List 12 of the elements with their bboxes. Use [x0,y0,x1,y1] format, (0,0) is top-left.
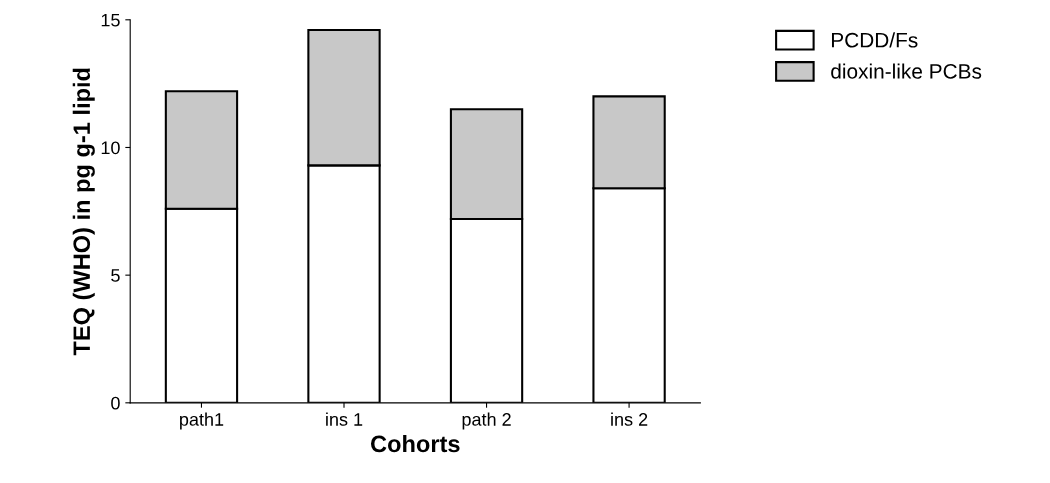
y-axis-title: TEQ (WHO) in pg g-1 lipid [72,68,95,356]
x-tick-label: ins 1 [326,412,363,426]
legend-label: dioxin-like PCBs [831,63,982,79]
x-tick-label: path1 [180,412,224,430]
y-tick-label: 5 [111,269,120,282]
y-tick-label: 0 [111,396,120,410]
y-tick-label: 15 [101,13,120,27]
x-tick-label: path 2 [462,412,511,430]
legend-label: PCDD/Fs [831,32,918,48]
y-tick-label: 10 [101,141,120,155]
x-axis-title: Cohorts [371,434,460,453]
x-tick-label: ins 2 [611,412,648,426]
